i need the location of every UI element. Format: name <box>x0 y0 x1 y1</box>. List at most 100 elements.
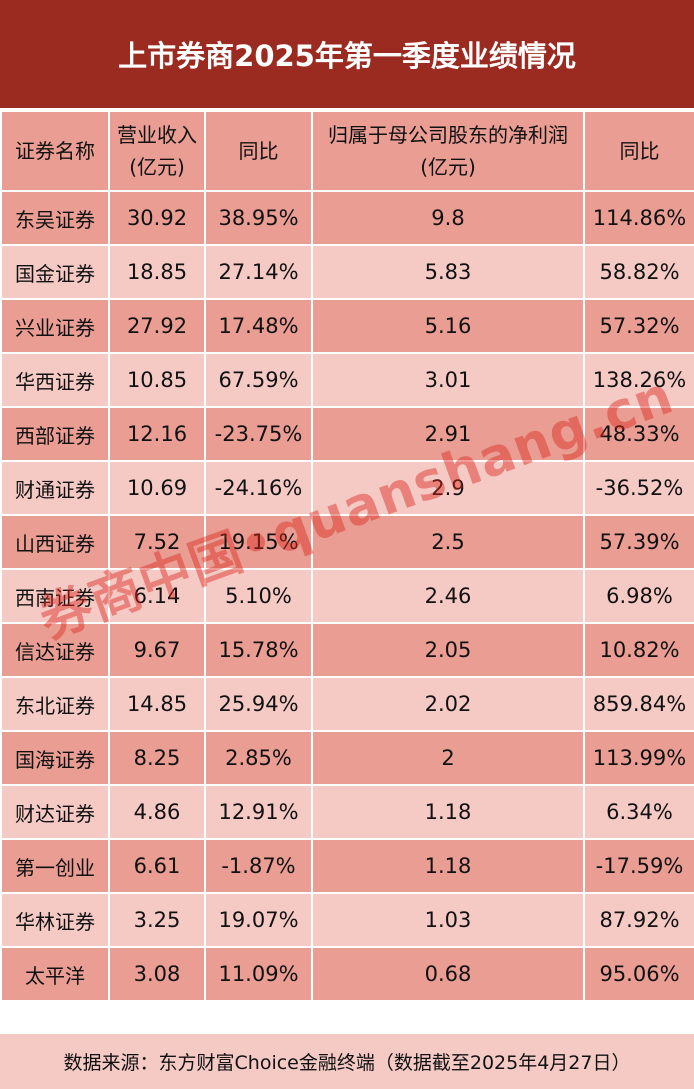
cell-profit-yoy: 58.82% <box>583 244 694 300</box>
cell-name: 东吴证券 <box>0 190 110 246</box>
header-profit: 归属于母公司股东的净利润 (亿元) <box>311 110 585 192</box>
table-row: 财通证券 10.69 -24.16% 2.9 -36.52% <box>0 460 694 516</box>
cell-revenue: 10.85 <box>108 352 206 408</box>
cell-revenue-yoy: 67.59% <box>204 352 313 408</box>
table-row: 华林证券 3.25 19.07% 1.03 87.92% <box>0 892 694 948</box>
table-row: 西南证券 6.14 5.10% 2.46 6.98% <box>0 568 694 624</box>
cell-revenue-yoy: -23.75% <box>204 406 313 462</box>
cell-revenue: 3.08 <box>108 946 206 1002</box>
cell-revenue: 6.14 <box>108 568 206 624</box>
cell-profit: 2.91 <box>311 406 585 462</box>
cell-profit-yoy: 859.84% <box>583 676 694 732</box>
cell-name: 第一创业 <box>0 838 110 894</box>
cell-revenue: 10.69 <box>108 460 206 516</box>
cell-name: 西部证券 <box>0 406 110 462</box>
cell-revenue: 7.52 <box>108 514 206 570</box>
cell-revenue: 3.25 <box>108 892 206 948</box>
header-profit-unit: (亿元) <box>420 155 476 179</box>
cell-revenue-yoy: 25.94% <box>204 676 313 732</box>
table-row: 太平洋 3.08 11.09% 0.68 95.06% <box>0 946 694 1002</box>
table-row: 信达证券 9.67 15.78% 2.05 10.82% <box>0 622 694 678</box>
cell-profit: 2.9 <box>311 460 585 516</box>
table-row: 兴业证券 27.92 17.48% 5.16 57.32% <box>0 298 694 354</box>
cell-name: 国海证券 <box>0 730 110 786</box>
header-revenue-yoy: 同比 <box>204 110 313 192</box>
cell-profit-yoy: 6.98% <box>583 568 694 624</box>
cell-name: 西南证券 <box>0 568 110 624</box>
cell-profit-yoy: 6.34% <box>583 784 694 840</box>
cell-profit: 2 <box>311 730 585 786</box>
cell-revenue-yoy: -24.16% <box>204 460 313 516</box>
cell-profit-yoy: 57.32% <box>583 298 694 354</box>
cell-profit: 0.68 <box>311 946 585 1002</box>
header-name: 证券名称 <box>0 110 110 192</box>
cell-name: 财通证券 <box>0 460 110 516</box>
cell-profit-yoy: 48.33% <box>583 406 694 462</box>
table-row: 东吴证券 30.92 38.95% 9.8 114.86% <box>0 190 694 246</box>
cell-profit: 5.83 <box>311 244 585 300</box>
cell-revenue-yoy: 19.15% <box>204 514 313 570</box>
header-revenue-unit: (亿元) <box>129 155 185 179</box>
cell-revenue-yoy: 15.78% <box>204 622 313 678</box>
cell-revenue-yoy: -1.87% <box>204 838 313 894</box>
cell-revenue: 18.85 <box>108 244 206 300</box>
cell-name: 国金证券 <box>0 244 110 300</box>
table-row: 华西证券 10.85 67.59% 3.01 138.26% <box>0 352 694 408</box>
cell-revenue: 8.25 <box>108 730 206 786</box>
table-row: 国海证券 8.25 2.85% 2 113.99% <box>0 730 694 786</box>
cell-profit-yoy: 114.86% <box>583 190 694 246</box>
cell-revenue: 9.67 <box>108 622 206 678</box>
cell-revenue-yoy: 11.09% <box>204 946 313 1002</box>
cell-revenue: 6.61 <box>108 838 206 894</box>
cell-profit-yoy: -36.52% <box>583 460 694 516</box>
cell-profit: 2.5 <box>311 514 585 570</box>
cell-profit: 3.01 <box>311 352 585 408</box>
cell-revenue: 4.86 <box>108 784 206 840</box>
cell-profit-yoy: 138.26% <box>583 352 694 408</box>
cell-name: 华西证券 <box>0 352 110 408</box>
cell-profit-yoy: 57.39% <box>583 514 694 570</box>
table-row: 西部证券 12.16 -23.75% 2.91 48.33% <box>0 406 694 462</box>
cell-revenue-yoy: 5.10% <box>204 568 313 624</box>
header-profit-yoy: 同比 <box>583 110 694 192</box>
cell-profit: 1.18 <box>311 838 585 894</box>
cell-revenue: 27.92 <box>108 298 206 354</box>
cell-name: 华林证券 <box>0 892 110 948</box>
cell-name: 财达证券 <box>0 784 110 840</box>
cell-revenue: 14.85 <box>108 676 206 732</box>
cell-revenue-yoy: 19.07% <box>204 892 313 948</box>
cell-revenue-yoy: 17.48% <box>204 298 313 354</box>
cell-revenue: 30.92 <box>108 190 206 246</box>
cell-name: 太平洋 <box>0 946 110 1002</box>
page-title: 上市券商2025年第一季度业绩情况 <box>0 0 694 108</box>
header-row: 证券名称 营业收入 (亿元) 同比 归属于母公司股东的净利润 (亿元) 同比 <box>0 110 694 192</box>
cell-name: 东北证券 <box>0 676 110 732</box>
table-row: 第一创业 6.61 -1.87% 1.18 -17.59% <box>0 838 694 894</box>
cell-profit-yoy: 87.92% <box>583 892 694 948</box>
performance-table: 证券名称 营业收入 (亿元) 同比 归属于母公司股东的净利润 (亿元) 同比 东吴证… <box>0 110 694 1002</box>
source-note: 数据来源：东方财富Choice金融终端（数据截至2025年4月27日） <box>0 1034 694 1089</box>
cell-profit: 1.03 <box>311 892 585 948</box>
cell-profit: 2.05 <box>311 622 585 678</box>
header-revenue: 营业收入 (亿元) <box>108 110 206 192</box>
cell-name: 信达证券 <box>0 622 110 678</box>
header-profit-label: 归属于母公司股东的净利润 <box>328 123 568 147</box>
cell-revenue-yoy: 38.95% <box>204 190 313 246</box>
cell-profit: 2.46 <box>311 568 585 624</box>
table-row: 东北证券 14.85 25.94% 2.02 859.84% <box>0 676 694 732</box>
cell-profit: 9.8 <box>311 190 585 246</box>
cell-profit: 2.02 <box>311 676 585 732</box>
cell-name: 山西证券 <box>0 514 110 570</box>
cell-profit: 5.16 <box>311 298 585 354</box>
cell-revenue-yoy: 12.91% <box>204 784 313 840</box>
table-row: 财达证券 4.86 12.91% 1.18 6.34% <box>0 784 694 840</box>
cell-name: 兴业证券 <box>0 298 110 354</box>
cell-profit: 1.18 <box>311 784 585 840</box>
cell-profit-yoy: 113.99% <box>583 730 694 786</box>
cell-revenue-yoy: 2.85% <box>204 730 313 786</box>
cell-profit-yoy: 10.82% <box>583 622 694 678</box>
cell-profit-yoy: -17.59% <box>583 838 694 894</box>
cell-profit-yoy: 95.06% <box>583 946 694 1002</box>
cell-revenue-yoy: 27.14% <box>204 244 313 300</box>
cell-revenue: 12.16 <box>108 406 206 462</box>
